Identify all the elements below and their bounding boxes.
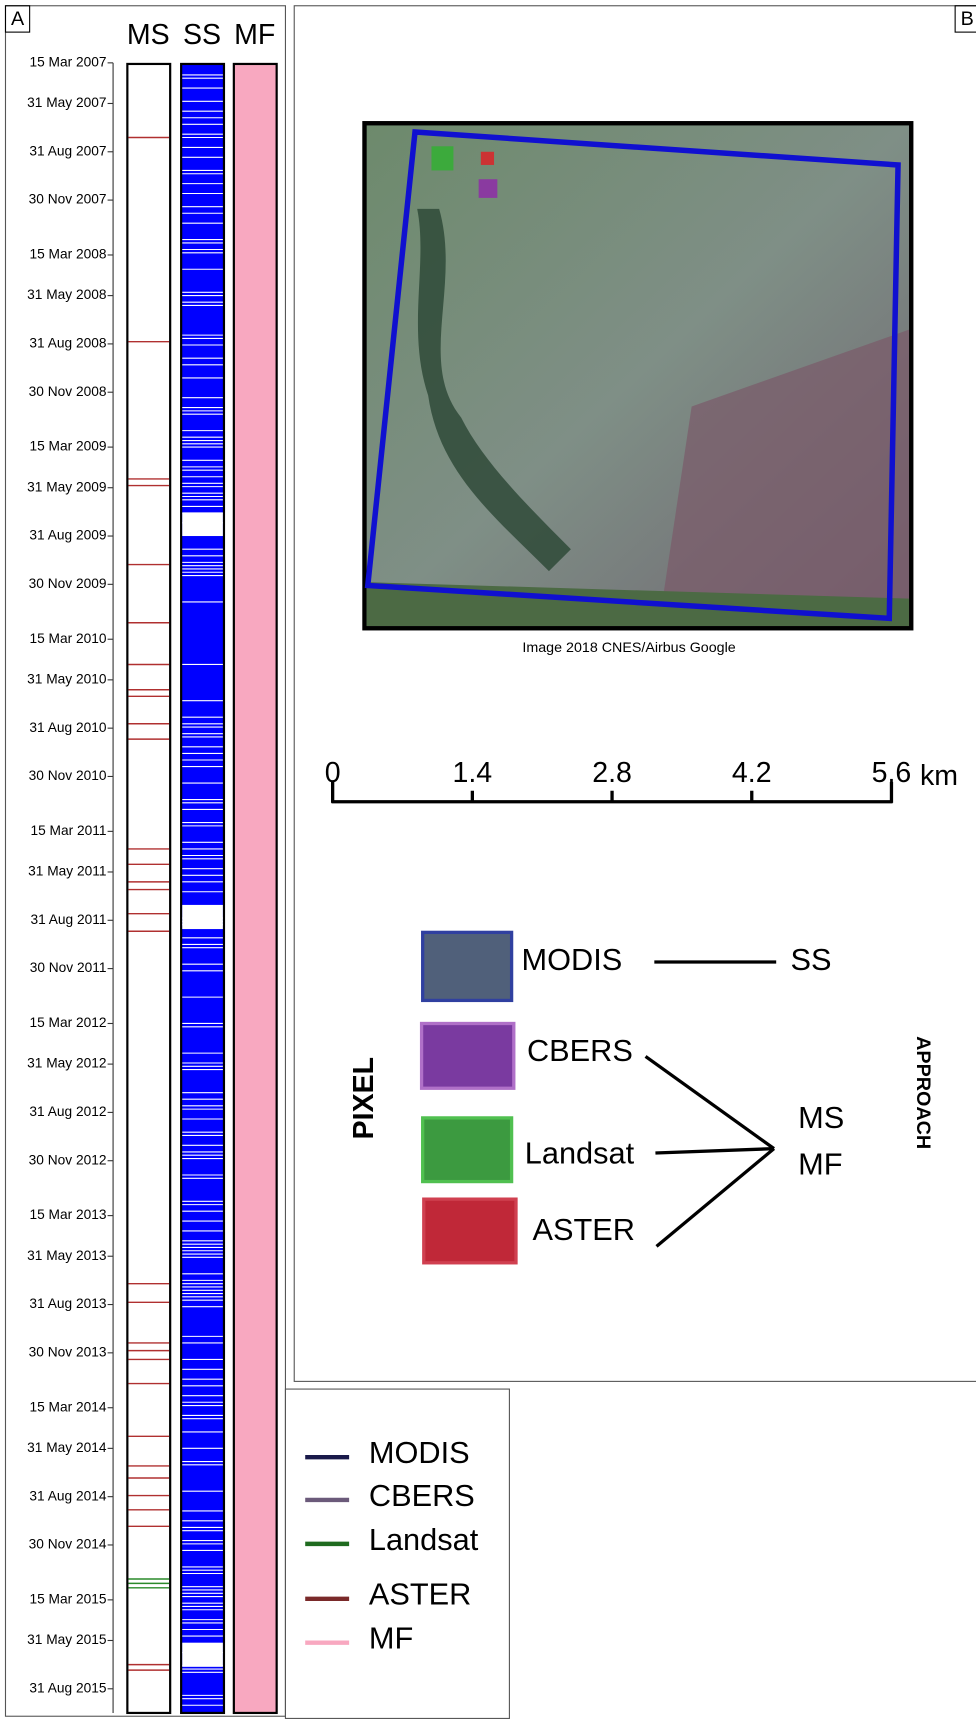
date-label: 31 May 2010 [27, 671, 107, 686]
legend-label: MF [369, 1621, 413, 1656]
date-label: 30 Nov 2008 [29, 384, 107, 399]
date-label: 30 Nov 2011 [30, 960, 107, 975]
date-label: 30 Nov 2007 [29, 192, 107, 207]
legend-label: CBERS [369, 1478, 475, 1513]
ss-gap [182, 905, 223, 929]
column-header: MF [234, 19, 275, 51]
date-label: 31 May 2009 [27, 479, 106, 494]
date-label: 31 Aug 2011 [30, 912, 106, 927]
approach-title: APPROACH [912, 1036, 934, 1149]
scale-label: 2.8 [592, 757, 632, 789]
sensor-label: Landsat [525, 1135, 635, 1170]
mf-column [234, 64, 277, 1713]
panel-label: A [11, 8, 25, 30]
ss-column [181, 64, 224, 1713]
ss-gap [182, 1643, 223, 1667]
cbers-pixel [479, 179, 498, 198]
scale-unit: km [920, 760, 958, 792]
panel-label: B [961, 8, 974, 30]
date-label: 31 May 2008 [27, 287, 107, 302]
date-label: 31 May 2015 [27, 1632, 107, 1647]
column-header: MS [127, 19, 170, 51]
ss-gap [182, 513, 223, 536]
connector [657, 1149, 774, 1247]
date-label: 31 Aug 2015 [29, 1680, 106, 1695]
approach-label: MF [798, 1146, 842, 1181]
date-label: 31 May 2011 [28, 864, 106, 879]
date-label: 31 May 2013 [27, 1248, 107, 1263]
scale-label: 1.4 [453, 757, 493, 789]
image-credit: Image 2018 CNES/Airbus Google [522, 640, 735, 656]
landsat-pixel [431, 146, 453, 170]
legend-label: MODIS [369, 1435, 470, 1470]
scale-label: 4.2 [732, 757, 772, 789]
date-label: 31 Aug 2007 [29, 143, 106, 158]
date-label: 31 May 2014 [27, 1440, 107, 1455]
date-label: 15 Mar 2013 [29, 1207, 106, 1222]
date-label: 15 Mar 2014 [29, 1399, 106, 1414]
sensor-label: ASTER [532, 1212, 634, 1247]
pixel-label: PIXEL [348, 1057, 380, 1139]
landsat-swatch [423, 1118, 512, 1182]
connector [655, 1149, 774, 1153]
cbers-swatch [422, 1023, 514, 1088]
aster-pixel [481, 152, 494, 165]
date-label: 31 Aug 2013 [29, 1296, 106, 1311]
connector [646, 1056, 774, 1148]
column-header: SS [183, 19, 221, 51]
legend-label: ASTER [369, 1577, 471, 1612]
date-label: 15 Mar 2008 [29, 247, 106, 262]
date-label: 30 Nov 2009 [29, 576, 107, 591]
date-label: 15 Mar 2010 [29, 631, 106, 646]
date-label: 15 Mar 2007 [29, 54, 106, 69]
scale-label: 5.6 [872, 757, 912, 789]
date-label: 31 Aug 2014 [29, 1488, 106, 1503]
date-label: 31 May 2007 [27, 95, 106, 110]
modis-swatch [423, 932, 512, 1000]
sensor-label: CBERS [527, 1033, 633, 1068]
sensor-label: MODIS [521, 942, 622, 977]
date-label: 31 Aug 2010 [29, 720, 106, 735]
date-label: 15 Mar 2015 [29, 1591, 106, 1606]
aster-swatch [424, 1199, 516, 1263]
legend-label: Landsat [369, 1522, 479, 1557]
date-label: 15 Mar 2011 [30, 823, 106, 838]
date-label: 31 May 2012 [27, 1056, 106, 1071]
scale-label: 0 [325, 757, 341, 789]
date-label: 15 Mar 2009 [29, 439, 106, 454]
date-label: 31 Aug 2008 [29, 336, 106, 351]
date-label: 30 Nov 2012 [29, 1152, 107, 1167]
date-label: 31 Aug 2012 [29, 1104, 106, 1119]
date-label: 30 Nov 2010 [29, 768, 107, 783]
approach-label: MS [798, 1100, 844, 1135]
date-label: 30 Nov 2013 [29, 1344, 107, 1359]
date-label: 15 Mar 2012 [29, 1015, 106, 1030]
approach-label: SS [790, 942, 831, 977]
date-label: 30 Nov 2014 [29, 1537, 107, 1552]
date-label: 31 Aug 2009 [29, 528, 106, 543]
figure: A B Image 2018 CNES/Airbus Google 0 1.4 2.… [0, 0, 976, 1722]
